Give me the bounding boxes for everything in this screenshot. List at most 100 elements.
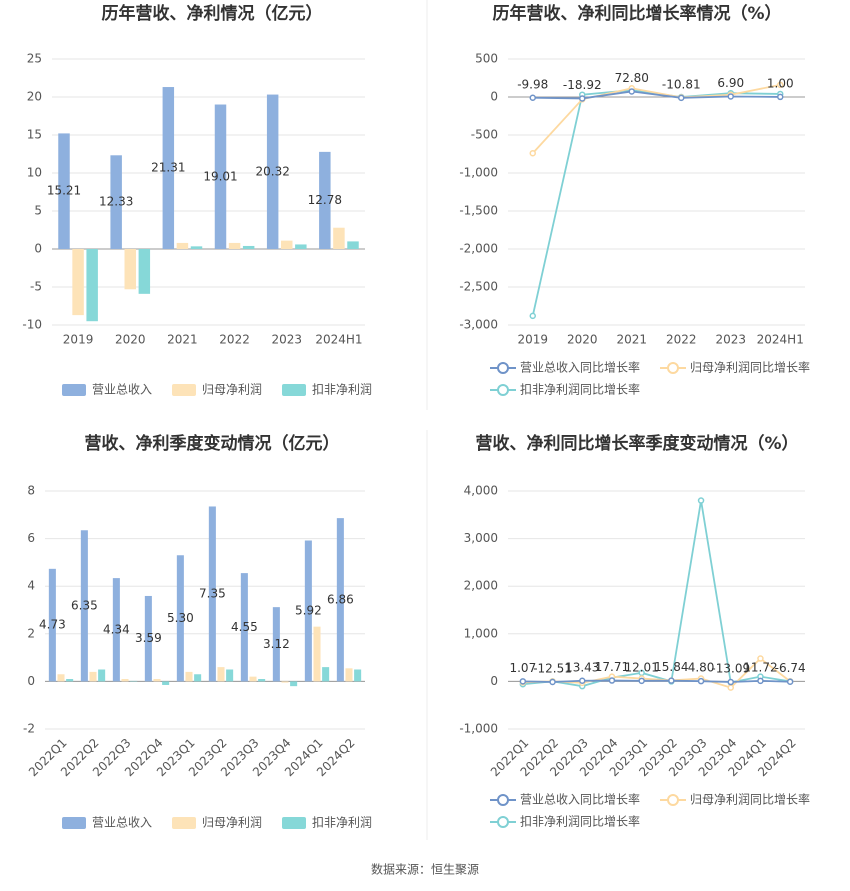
legend-swatch	[497, 362, 509, 374]
y-tick-label: 4	[27, 579, 35, 593]
bar	[72, 249, 84, 316]
bar	[258, 679, 266, 682]
data-label: 19.01	[203, 169, 237, 183]
legend-label: 扣非净利润同比增长率	[520, 814, 640, 829]
bar	[336, 518, 344, 682]
legend-label: 扣非净利润同比增长率	[520, 382, 640, 397]
data-label: 5.92	[295, 603, 322, 617]
data-label: -6.74	[775, 661, 806, 675]
bar	[226, 669, 234, 682]
point	[519, 678, 527, 685]
legend-label: 归母净利润	[202, 383, 262, 397]
bar	[272, 607, 280, 682]
bar	[58, 133, 70, 249]
legend-label: 营业总收入同比增长率	[520, 360, 640, 375]
data-label: -18.92	[563, 78, 602, 92]
point	[697, 677, 705, 685]
bar	[295, 244, 307, 249]
y-tick-label: 5	[34, 204, 42, 218]
data-label: 6.86	[327, 592, 354, 606]
bar	[162, 681, 170, 685]
legend-label: 营业总收入	[92, 383, 152, 397]
bar	[217, 667, 225, 682]
x-tick-label: 2022	[666, 333, 697, 347]
bar	[176, 242, 189, 249]
x-tick-label: 2020	[115, 333, 146, 347]
bar	[281, 240, 293, 249]
data-label: 1.07	[509, 661, 536, 675]
line	[531, 89, 781, 317]
bar	[86, 249, 98, 322]
data-label: 7.35	[199, 586, 226, 600]
bar	[214, 104, 227, 249]
x-tick-label: 2019	[517, 333, 548, 347]
data-label: 3.59	[135, 631, 162, 645]
point	[777, 81, 784, 89]
point	[678, 94, 685, 102]
x-tick-label: 2024H1	[757, 333, 804, 347]
bar	[185, 671, 193, 682]
bar	[112, 578, 120, 682]
data-label: 13.43	[565, 660, 599, 674]
legend-swatch	[667, 794, 679, 806]
data-label: -10.81	[662, 77, 701, 91]
point	[697, 497, 705, 504]
data-label: -13.09	[711, 662, 750, 676]
y-tick-label: 500	[475, 52, 498, 66]
y-tick-label: 10	[27, 166, 42, 180]
data-label: 6.35	[71, 598, 98, 612]
bar	[153, 679, 161, 682]
bar	[190, 246, 203, 249]
y-tick-label: -3,000	[459, 318, 498, 332]
x-tick-label: 2020	[567, 333, 598, 347]
point	[608, 677, 616, 684]
point	[668, 677, 675, 684]
legend-swatch	[497, 794, 509, 806]
y-tick-label: 2,000	[464, 579, 498, 593]
x-tick-label: 2024H1	[315, 333, 362, 347]
data-label: -12.51	[533, 661, 572, 675]
line	[532, 90, 781, 100]
y-tick-label: 0	[490, 674, 498, 688]
data-label: 72.80	[615, 71, 649, 85]
legend-swatch	[282, 817, 306, 829]
x-tick-label: 2021	[167, 333, 198, 347]
bar	[162, 87, 175, 249]
bar	[354, 669, 362, 682]
y-tick-label: 0	[27, 674, 35, 688]
bar	[281, 681, 289, 683]
data-label: 4.55	[231, 620, 258, 634]
bar	[57, 674, 65, 682]
point	[529, 94, 536, 102]
point	[727, 684, 734, 691]
point	[579, 95, 586, 102]
bar	[138, 249, 151, 294]
point	[757, 677, 764, 685]
legend-swatch	[497, 816, 509, 828]
bar	[110, 155, 122, 249]
legend-label: 归母净利润	[202, 816, 262, 830]
bar	[322, 667, 330, 682]
data-label: 1.00	[767, 76, 794, 90]
data-label: 12.78	[308, 193, 342, 207]
data-label: 12.33	[99, 195, 133, 209]
point	[549, 678, 556, 686]
y-tick-label: -1,000	[459, 722, 498, 736]
y-tick-label: -10	[22, 318, 42, 332]
data-label: 21.31	[151, 161, 185, 175]
y-tick-label: -2	[23, 722, 35, 736]
y-tick-label: 4,000	[464, 484, 498, 498]
legend-label: 扣非净利润	[312, 383, 372, 397]
legend-swatch	[172, 817, 196, 829]
legend-label: 归母净利润同比增长率	[690, 360, 810, 375]
bar	[240, 573, 248, 682]
data-label: 4.34	[103, 622, 130, 636]
bar	[80, 530, 88, 682]
bar	[144, 595, 152, 682]
legend-label: 营业总收入	[92, 816, 152, 830]
y-tick-label: -1,500	[459, 204, 498, 218]
bar	[313, 626, 321, 682]
bar	[176, 555, 184, 682]
data-label: 4.80	[688, 661, 715, 675]
